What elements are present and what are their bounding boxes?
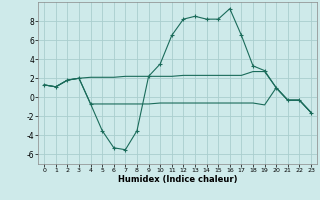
X-axis label: Humidex (Indice chaleur): Humidex (Indice chaleur) [118, 175, 237, 184]
